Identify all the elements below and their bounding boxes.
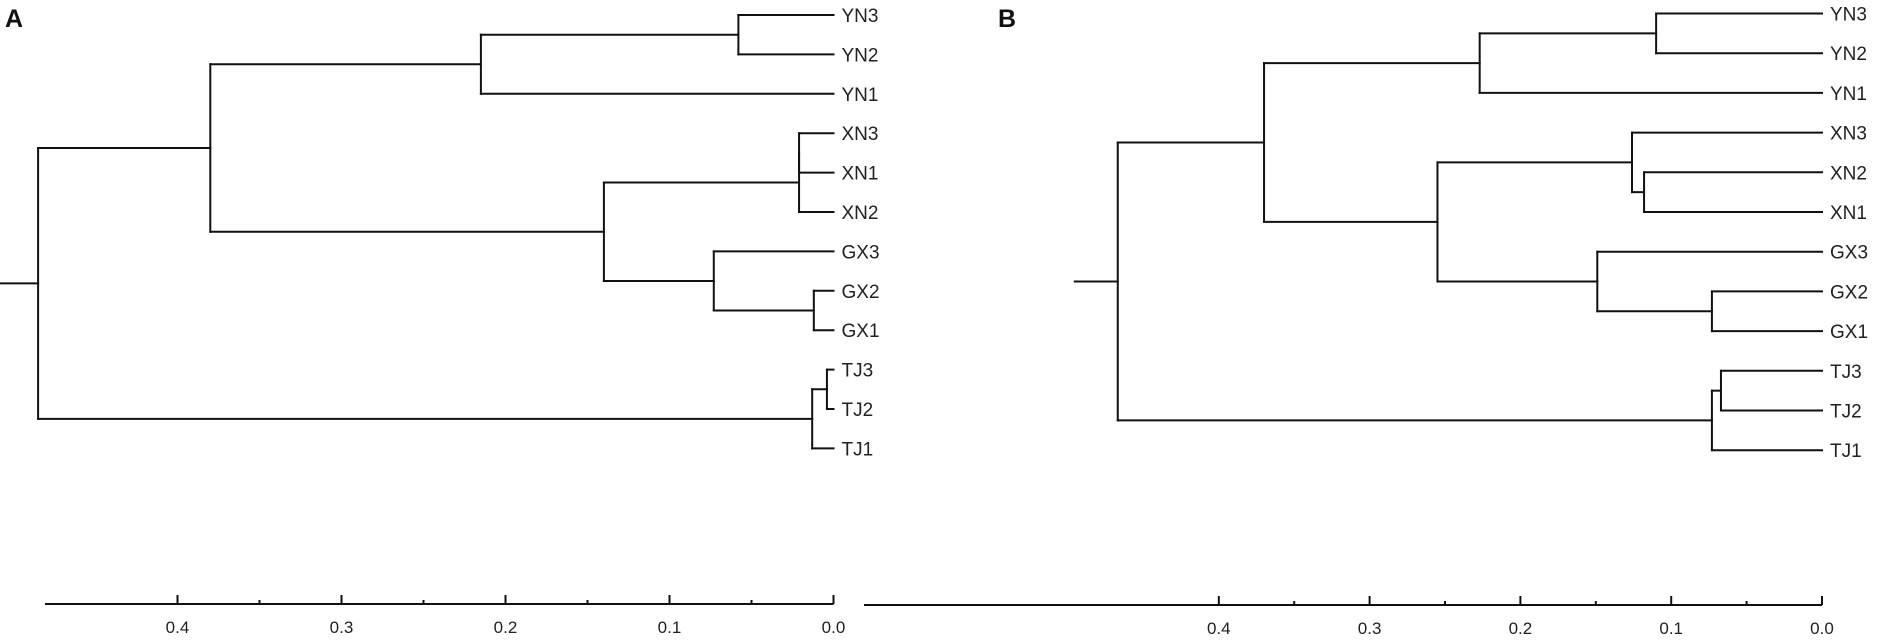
axis-tick-label: 0.1	[1659, 619, 1683, 638]
leaf-label-gx2: GX2	[842, 282, 880, 303]
leaf-label-gx1: GX1	[1830, 322, 1868, 343]
leaf-label-xn3: XN3	[842, 124, 879, 145]
axis-tick-label: 0.2	[1509, 619, 1533, 638]
leaf-label-yn2: YN2	[842, 45, 879, 66]
axis-tick-label: 0.2	[494, 618, 518, 637]
axis-tick-label: 0.0	[822, 618, 846, 637]
axis-tick-label: 0.1	[658, 618, 682, 637]
leaf-label-tj1: TJ1	[842, 439, 874, 460]
leaf-label-tj2: TJ2	[842, 400, 874, 421]
leaf-label-xn3: XN3	[1830, 124, 1867, 145]
panel-letter-a: A	[5, 5, 23, 33]
leaf-label-tj2: TJ2	[1830, 402, 1862, 423]
axis-tick-label: 0.3	[330, 618, 354, 637]
leaf-label-tj3: TJ3	[1830, 362, 1862, 383]
leaf-label-yn1: YN1	[842, 85, 879, 106]
panel-letter-b: B	[998, 5, 1016, 33]
leaf-label-tj1: TJ1	[1830, 441, 1862, 462]
leaf-label-yn1: YN1	[1830, 84, 1867, 105]
axis-tick-label: 0.0	[1810, 619, 1834, 638]
leaf-label-gx1: GX1	[842, 321, 880, 342]
leaf-label-xn1: XN1	[842, 164, 879, 185]
leaf-label-gx3: GX3	[1830, 243, 1868, 264]
leaf-label-xn2: XN2	[842, 203, 879, 224]
panel-a: A YN3 YN2 YN1 XN3 XN1 XN2 GX3 GX2 GX1 TJ3 TJ2 TJ1 0.…	[0, 5, 880, 637]
axis-tick-label: 0.3	[1358, 619, 1382, 638]
leaf-label-yn3: YN3	[842, 6, 879, 27]
leaf-label-gx3: GX3	[842, 242, 880, 263]
leaf-label-yn3: YN3	[1830, 5, 1867, 26]
leaf-label-xn1: XN1	[1830, 203, 1867, 224]
leaf-label-xn2: XN2	[1830, 163, 1867, 184]
leaf-label-gx2: GX2	[1830, 282, 1868, 303]
leaf-label-tj3: TJ3	[842, 361, 874, 382]
panel-b: B YN3 YN2 YN1 XN3 XN2 XN1 GX3 GX2 GX1 TJ3 TJ2 TJ1 0.…	[864, 5, 1868, 638]
axis-tick-label: 0.4	[166, 618, 190, 637]
axis-tick-label: 0.4	[1207, 619, 1231, 638]
leaf-label-yn2: YN2	[1830, 44, 1867, 65]
